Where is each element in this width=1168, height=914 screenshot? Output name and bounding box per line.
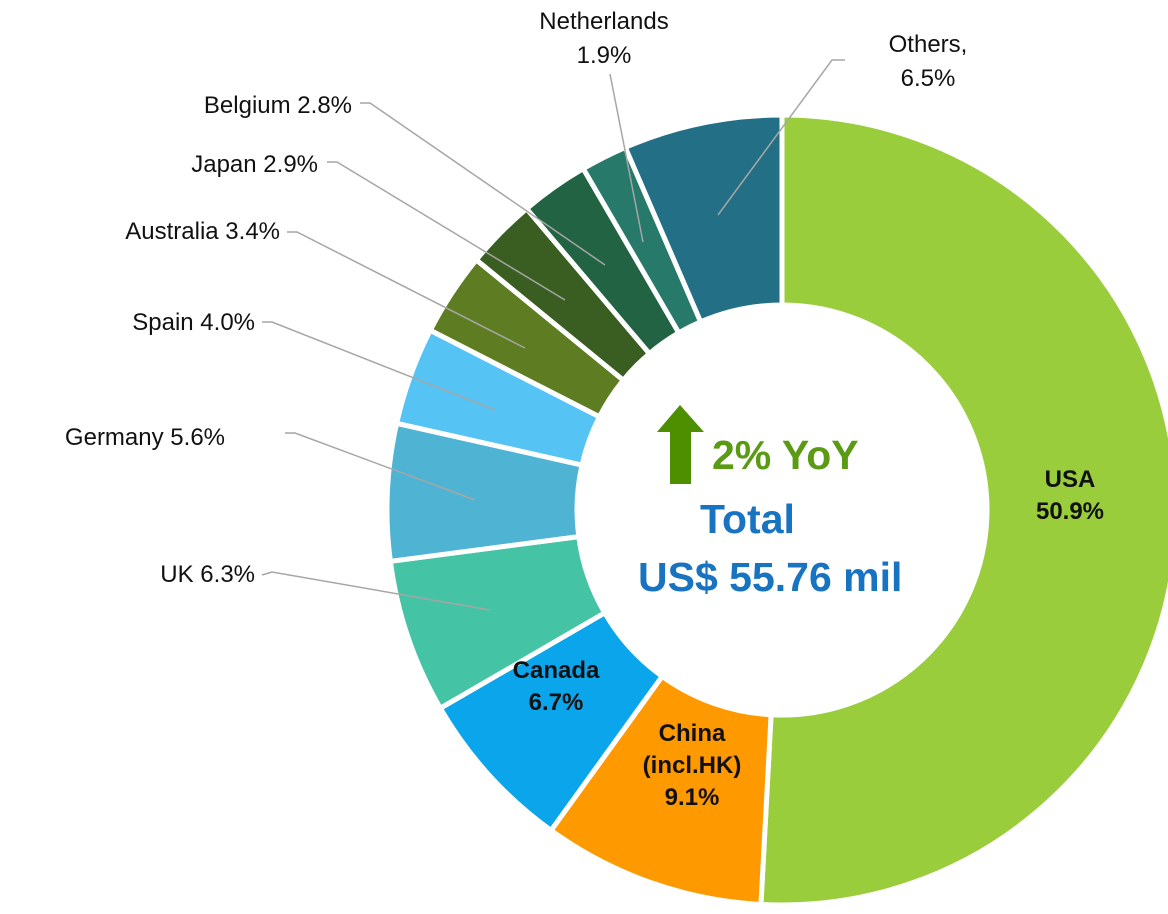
category-label: Netherlands bbox=[539, 8, 669, 35]
value-label: 6.3% bbox=[200, 561, 255, 588]
data-label: Others, 6.5% bbox=[828, 28, 1028, 96]
data-label: Australia 3.4% bbox=[125, 215, 280, 249]
category-label: Spain bbox=[132, 309, 194, 336]
yoy-change: 2% YoY bbox=[712, 432, 859, 478]
value-label: 2.9% bbox=[263, 151, 318, 178]
data-label: Canada 6.7% bbox=[501, 655, 611, 719]
category-label: Canada bbox=[512, 657, 600, 684]
slice bbox=[621, 112, 785, 326]
value-label: 5.6% bbox=[170, 424, 225, 451]
leader-line bbox=[262, 321, 496, 411]
value-label: 1.9% bbox=[576, 42, 632, 69]
value-label: 2.8% bbox=[297, 92, 352, 119]
leader-line bbox=[287, 231, 526, 349]
up-arrow bbox=[657, 405, 704, 484]
data-label: USA 50.9% bbox=[1015, 464, 1125, 528]
leader-line bbox=[327, 161, 566, 301]
leader-line bbox=[609, 73, 644, 243]
category-label: Australia bbox=[125, 218, 219, 245]
category-label: Germany bbox=[64, 424, 164, 451]
category-label: Belgium bbox=[203, 92, 291, 119]
value-label: 6.7% bbox=[528, 689, 584, 716]
data-label: UK 6.3% bbox=[160, 558, 255, 592]
value-label: 50.9% bbox=[1035, 498, 1105, 525]
leader-line bbox=[261, 571, 491, 611]
leader-line bbox=[360, 102, 606, 266]
data-label: Japan 2.9% bbox=[191, 148, 318, 182]
data-label: Belgium 2.8% bbox=[204, 89, 352, 123]
leader-line bbox=[285, 432, 476, 501]
total-value: US$ 55.76 mil bbox=[638, 554, 903, 600]
category-label: UK bbox=[160, 561, 194, 588]
value-label: 4.0% bbox=[200, 309, 255, 336]
data-label: Spain 4.0% bbox=[132, 306, 255, 340]
slice bbox=[758, 112, 1168, 908]
data-label: Netherlands 1.9% bbox=[504, 5, 704, 73]
data-label: Germany 5.6% bbox=[65, 421, 225, 455]
value-label: 6.5% bbox=[900, 65, 956, 92]
category-label: Others, bbox=[888, 31, 968, 58]
value-label: 3.4% bbox=[225, 218, 280, 245]
category-label: Japan bbox=[191, 151, 257, 178]
category-label: USA bbox=[1044, 466, 1096, 493]
leader-line bbox=[717, 59, 845, 216]
total-label: Total bbox=[700, 496, 795, 542]
data-label: China (incl.HK) 9.1% bbox=[627, 718, 757, 814]
category-label: China (incl.HK) bbox=[642, 720, 742, 779]
value-label: 9.1% bbox=[664, 784, 720, 811]
